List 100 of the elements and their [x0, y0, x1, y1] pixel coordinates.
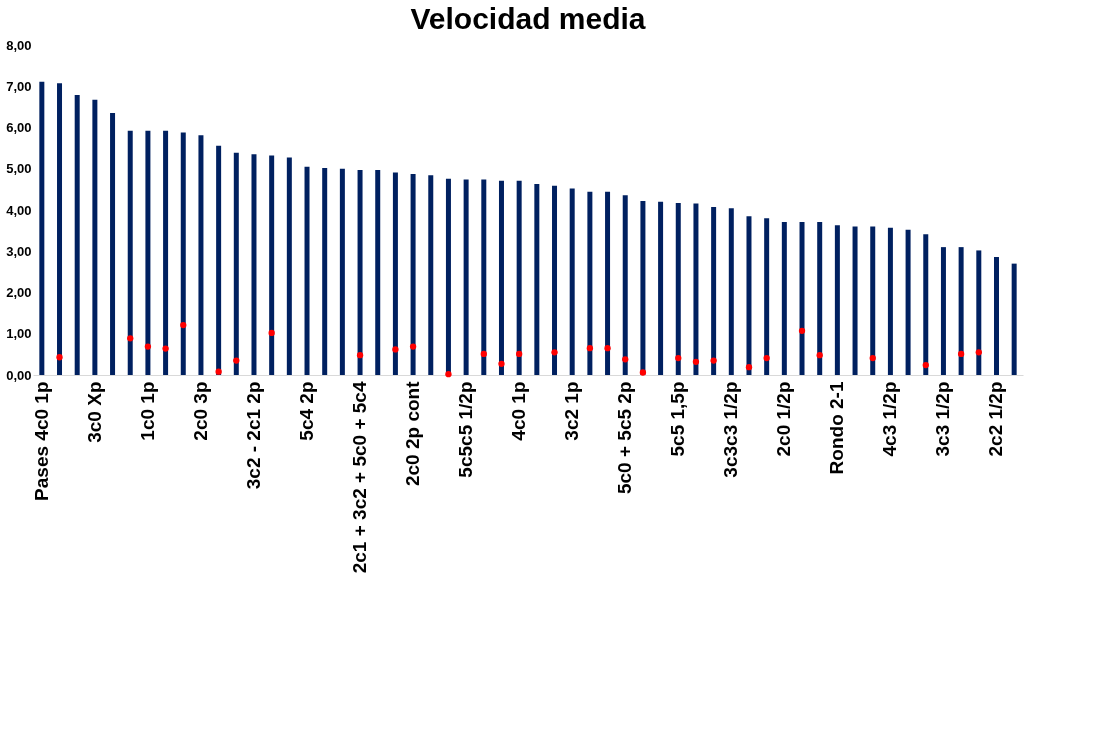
y-tick-label: 3,00 — [6, 243, 32, 259]
x-tick-label: 4c0 1p — [508, 381, 530, 441]
bar — [940, 247, 946, 375]
bar — [746, 216, 752, 375]
bar — [410, 174, 416, 375]
x-tick-label: Pases 4c0 1p — [30, 381, 52, 501]
bar — [339, 168, 345, 375]
bar — [534, 184, 540, 375]
point — [215, 368, 222, 375]
point — [516, 350, 523, 358]
point — [975, 349, 982, 356]
y-tick-label: 0,00 — [6, 367, 32, 383]
x-tick-label: 4c3 1/2p — [879, 381, 901, 457]
bar — [110, 113, 116, 375]
x-tick-label: 1c0 1p — [136, 381, 158, 441]
point — [498, 360, 505, 368]
point — [798, 327, 806, 335]
x-tick-label: 3c0 Xp — [83, 381, 105, 443]
bar — [198, 135, 204, 375]
bar — [463, 179, 469, 375]
point — [675, 354, 682, 362]
x-tick-label: Rondo 2-1 — [826, 381, 848, 475]
point — [622, 356, 629, 363]
bar — [569, 188, 575, 375]
bar — [445, 178, 451, 375]
x-tick-label: 3c3c3 1/2p — [720, 381, 742, 478]
bar — [658, 201, 664, 375]
bar — [304, 166, 310, 375]
point — [162, 345, 169, 352]
bar — [375, 169, 381, 375]
bar — [622, 195, 628, 375]
x-tick-label: 2c0 3p — [189, 381, 211, 441]
bar — [233, 152, 239, 375]
y-tick-label: 7,00 — [6, 78, 32, 94]
bar — [870, 226, 876, 375]
point — [480, 350, 487, 358]
bar — [587, 191, 593, 375]
point — [816, 352, 823, 359]
point — [957, 350, 965, 358]
bar — [605, 191, 611, 375]
y-tick-label: 4,00 — [6, 202, 32, 218]
point — [268, 329, 275, 337]
point — [551, 349, 558, 356]
bar — [905, 229, 911, 375]
x-tick-label: 2c1 + 3c2 + 5c0 + 5c4 — [349, 381, 371, 574]
bar — [481, 179, 487, 375]
x-tick-label: 5c4 2p — [296, 381, 318, 441]
y-tick-label: 2,00 — [6, 285, 32, 300]
point — [56, 354, 63, 361]
x-tick-label: 3c2 - 2c1 2p — [242, 381, 264, 490]
bar — [251, 154, 257, 375]
bar — [834, 225, 840, 375]
point — [180, 321, 187, 329]
bar — [711, 207, 717, 375]
point — [692, 358, 700, 365]
x-tick-label: 2c2 1/2p — [985, 381, 1007, 457]
point — [763, 354, 770, 362]
x-tick-label: 2c0 2p cont — [402, 380, 424, 487]
bar — [976, 250, 982, 375]
bar — [764, 218, 770, 375]
chart-title: Velocidad media — [410, 2, 646, 35]
point — [233, 357, 240, 364]
bar — [498, 180, 504, 375]
bar — [145, 130, 151, 375]
bar — [693, 203, 699, 375]
point — [869, 354, 876, 362]
bar — [92, 99, 98, 375]
bar — [286, 157, 292, 375]
x-tick-label: 5c5c5 1/2p — [455, 381, 477, 478]
point — [710, 357, 717, 364]
bar — [74, 94, 80, 375]
x-tick-label: 5c0 + 5c5 2p — [614, 381, 636, 495]
bar — [728, 208, 734, 375]
bar — [552, 185, 558, 375]
bar — [799, 221, 805, 375]
bar — [852, 226, 858, 375]
point — [639, 369, 647, 376]
bar — [428, 175, 434, 375]
x-tick-label: 5c5 1,5p — [667, 381, 689, 457]
point — [356, 352, 364, 359]
point — [127, 335, 134, 342]
point — [586, 345, 594, 352]
bar — [1011, 263, 1017, 375]
x-tick-label: 2c0 1/2p — [773, 381, 795, 457]
point — [144, 343, 152, 350]
bar — [887, 227, 893, 375]
point — [604, 345, 611, 352]
bar — [127, 130, 133, 375]
x-tick-label: 3c3 1/2p — [932, 381, 954, 457]
bar — [163, 130, 169, 375]
bar — [57, 83, 63, 375]
bar — [923, 234, 929, 375]
y-tick-label: 8,00 — [6, 37, 32, 53]
point — [922, 361, 929, 369]
bar — [392, 172, 398, 375]
bar — [39, 81, 45, 375]
point — [745, 364, 753, 371]
bar — [322, 167, 328, 375]
bar — [781, 221, 787, 375]
x-tick-label: 3c2 1p — [561, 381, 583, 441]
